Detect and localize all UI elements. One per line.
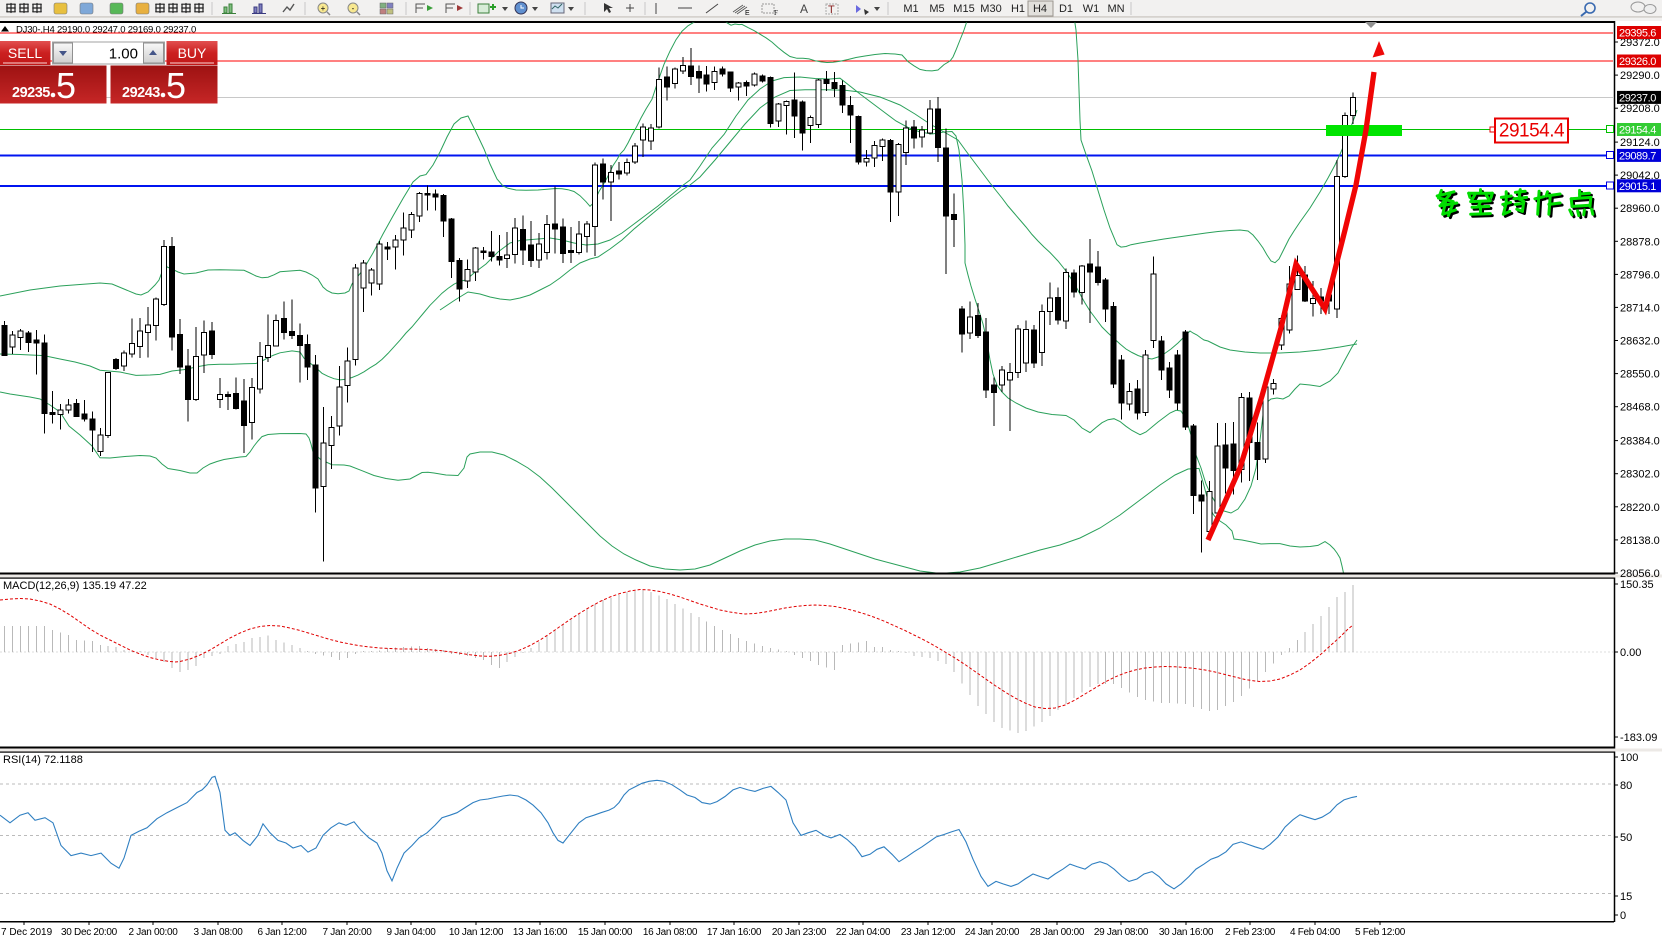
svg-text:28384.0: 28384.0	[1620, 436, 1660, 448]
svg-text:29154.4: 29154.4	[1619, 125, 1656, 137]
svg-text:28220.0: 28220.0	[1620, 502, 1660, 514]
svg-text:5: 5	[166, 65, 186, 106]
svg-text:29208.0: 29208.0	[1620, 103, 1660, 115]
svg-text:29154.4: 29154.4	[1499, 121, 1565, 142]
svg-text:22 Jan 04:00: 22 Jan 04:00	[836, 927, 891, 938]
svg-text:T: T	[828, 4, 835, 16]
svg-text:SELL: SELL	[8, 45, 42, 61]
svg-text:24 Jan 20:00: 24 Jan 20:00	[965, 927, 1020, 938]
svg-text:10 Jan 12:00: 10 Jan 12:00	[449, 927, 504, 938]
svg-text:3 Jan 08:00: 3 Jan 08:00	[194, 927, 244, 938]
svg-text:M30: M30	[980, 3, 1001, 15]
svg-text:E: E	[745, 10, 750, 17]
svg-text:5 Feb 12:00: 5 Feb 12:00	[1355, 927, 1406, 938]
svg-text:16 Jan 08:00: 16 Jan 08:00	[643, 927, 698, 938]
svg-text:0: 0	[1620, 910, 1626, 922]
svg-text:80: 80	[1620, 780, 1632, 792]
svg-text:7 Dec 2019: 7 Dec 2019	[1, 927, 53, 938]
svg-text:A: A	[800, 2, 808, 16]
svg-text:150.35: 150.35	[1620, 579, 1654, 591]
svg-text:M5: M5	[929, 3, 944, 15]
svg-text:28714.0: 28714.0	[1620, 302, 1660, 314]
svg-text:0.00: 0.00	[1620, 647, 1641, 659]
svg-text:W1: W1	[1083, 3, 1100, 15]
svg-text:28056.0: 28056.0	[1620, 568, 1660, 580]
svg-text:D1: D1	[1059, 3, 1073, 15]
svg-text:29235: 29235	[12, 85, 50, 101]
svg-text:M1: M1	[903, 3, 918, 15]
svg-text:MN: MN	[1107, 3, 1124, 15]
svg-text:29243: 29243	[122, 85, 160, 101]
svg-text:F: F	[774, 9, 778, 17]
svg-text:MACD(12,26,9) 135.19 47.22: MACD(12,26,9) 135.19 47.22	[3, 580, 147, 592]
svg-text:28 Jan 00:00: 28 Jan 00:00	[1030, 927, 1085, 938]
svg-text:-: -	[352, 4, 355, 13]
svg-text:2 Jan 00:00: 2 Jan 00:00	[129, 927, 179, 938]
svg-text:28138.0: 28138.0	[1620, 535, 1660, 547]
svg-text:29015.1: 29015.1	[1619, 181, 1656, 193]
svg-text:28302.0: 28302.0	[1620, 469, 1660, 481]
svg-text:M15: M15	[953, 3, 974, 15]
svg-text:29089.7: 29089.7	[1619, 150, 1656, 162]
svg-text:2 Feb 23:00: 2 Feb 23:00	[1225, 927, 1276, 938]
svg-text:H1: H1	[1011, 3, 1025, 15]
svg-text:17 Jan 16:00: 17 Jan 16:00	[707, 927, 762, 938]
svg-text:29372.0: 29372.0	[1620, 37, 1660, 49]
svg-text:5: 5	[56, 65, 76, 106]
svg-text:100: 100	[1620, 752, 1638, 764]
svg-text:20 Jan 23:00: 20 Jan 23:00	[772, 927, 827, 938]
svg-text:28550.0: 28550.0	[1620, 369, 1660, 381]
svg-text:1.00: 1.00	[109, 46, 138, 63]
svg-text:28796.0: 28796.0	[1620, 269, 1660, 281]
svg-text:23 Jan 12:00: 23 Jan 12:00	[901, 927, 956, 938]
svg-text:28878.0: 28878.0	[1620, 236, 1660, 248]
svg-text:RSI(14) 72.1188: RSI(14) 72.1188	[3, 754, 83, 766]
svg-text:-183.09: -183.09	[1620, 732, 1657, 744]
svg-text:28468.0: 28468.0	[1620, 402, 1660, 414]
svg-text:29237.0: 29237.0	[1619, 92, 1656, 104]
svg-text:29042.0: 29042.0	[1620, 170, 1660, 182]
svg-text:DJ30-.H4 29190.0 29247.0 2916: DJ30-.H4 29190.0 29247.0 29169.0 29237.0	[16, 25, 196, 36]
svg-text:28960.0: 28960.0	[1620, 203, 1660, 215]
svg-text:29 Jan 08:00: 29 Jan 08:00	[1094, 927, 1149, 938]
svg-text:29290.0: 29290.0	[1620, 70, 1660, 82]
svg-text:50: 50	[1620, 832, 1632, 844]
svg-text:BUY: BUY	[178, 45, 207, 61]
svg-text:H4: H4	[1033, 3, 1047, 15]
svg-text:+: +	[321, 4, 326, 13]
svg-text:29395.6: 29395.6	[1619, 28, 1656, 40]
svg-text:29326.0: 29326.0	[1619, 56, 1656, 68]
svg-text:30 Dec 20:00: 30 Dec 20:00	[61, 927, 118, 938]
svg-text:15: 15	[1620, 891, 1632, 903]
svg-text:29124.0: 29124.0	[1620, 137, 1660, 149]
svg-text:9 Jan 04:00: 9 Jan 04:00	[387, 927, 437, 938]
svg-text:30 Jan 16:00: 30 Jan 16:00	[1159, 927, 1214, 938]
svg-text:6 Jan 12:00: 6 Jan 12:00	[258, 927, 308, 938]
svg-text:28632.0: 28632.0	[1620, 336, 1660, 348]
svg-text:7 Jan 20:00: 7 Jan 20:00	[323, 927, 373, 938]
svg-text:13 Jan 16:00: 13 Jan 16:00	[513, 927, 568, 938]
svg-text:15 Jan 00:00: 15 Jan 00:00	[578, 927, 633, 938]
svg-text:4 Feb 04:00: 4 Feb 04:00	[1290, 927, 1341, 938]
